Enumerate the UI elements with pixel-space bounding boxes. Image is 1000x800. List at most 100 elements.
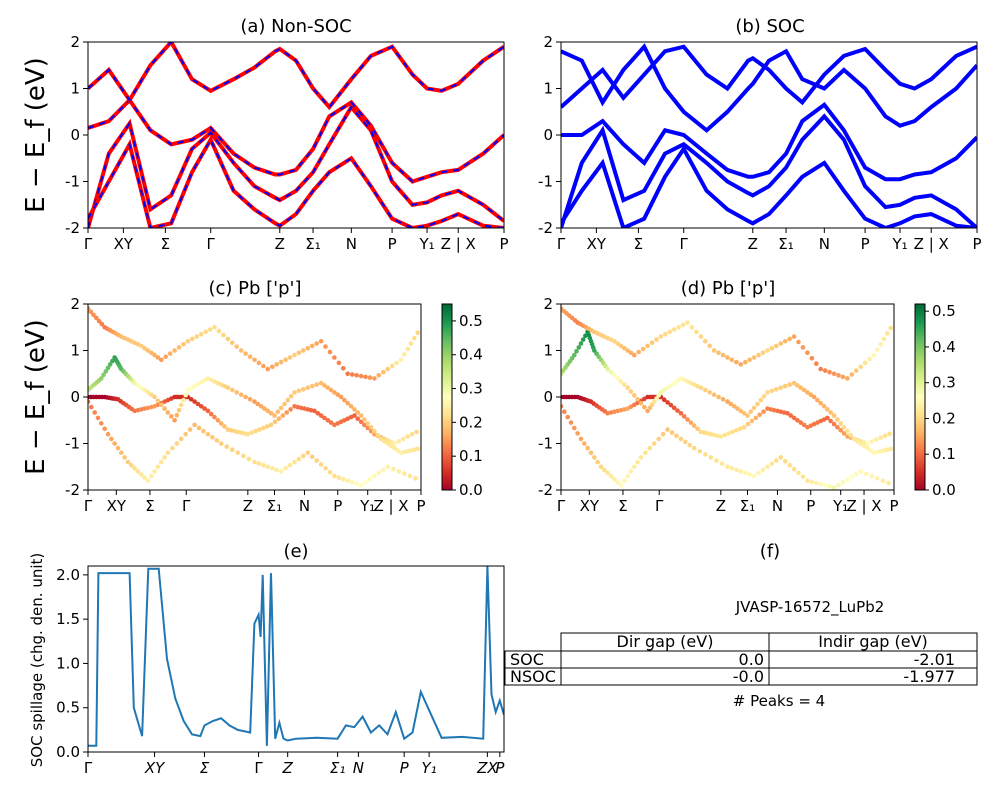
projection-point	[368, 424, 374, 430]
projection-point	[88, 306, 91, 311]
projection-point	[245, 431, 251, 437]
projection-point	[394, 360, 399, 366]
projection-point	[760, 350, 766, 356]
projection-point	[341, 366, 346, 371]
projection-point	[575, 431, 580, 436]
projection-point	[149, 392, 154, 398]
projection-point	[568, 420, 574, 425]
projection-point	[345, 478, 351, 484]
projection-point	[407, 473, 413, 479]
projection-point	[185, 338, 191, 344]
xtick-label: Σ	[200, 759, 210, 777]
panel-c-ylabel: E − E_f (eV)	[21, 319, 51, 475]
projection-point	[748, 409, 754, 415]
projection-point	[230, 387, 235, 393]
projection-point	[658, 390, 664, 395]
projection-point	[190, 336, 195, 342]
projection-point	[159, 402, 164, 408]
projection-point	[91, 312, 96, 318]
projection-point	[183, 392, 188, 398]
xtick-label: P	[861, 235, 870, 253]
projection-point	[367, 375, 373, 380]
projection-point	[139, 472, 144, 477]
projection-point	[851, 436, 857, 442]
projection-point	[296, 388, 302, 394]
projection-point	[697, 449, 703, 454]
projection-point	[671, 327, 677, 332]
projection-point	[811, 394, 817, 400]
table-cell-nsoc-dir: -0.0	[733, 667, 764, 686]
projection-point	[791, 334, 797, 339]
xtick-label: Z	[243, 497, 253, 515]
projection-point	[836, 482, 841, 488]
table-header-dir: Dir gap (eV)	[617, 632, 714, 651]
projection-point	[247, 354, 253, 360]
table-cell-soc-indir: -2.01	[914, 650, 955, 669]
xtick-label: Y₁	[832, 497, 848, 515]
xtick-label: Y₁	[891, 235, 907, 253]
projection-point	[608, 473, 614, 479]
projection-point	[99, 321, 105, 327]
projection-point	[265, 366, 271, 372]
projection-point	[198, 404, 204, 409]
projection-point	[170, 445, 175, 451]
panel-c: (c) Pb ['p'] E − E_f (eV) -2 -1 0 1 2 Γ XY Σ Γ Z Σ…	[21, 278, 483, 515]
projection-point	[270, 466, 275, 471]
projection-point	[865, 441, 870, 446]
projection-point	[312, 408, 317, 414]
projection-point	[145, 478, 151, 484]
xtick-label: ZX	[476, 759, 498, 777]
projection-point	[205, 431, 211, 437]
projection-point	[862, 360, 868, 366]
projection-point	[628, 404, 634, 410]
projection-point	[753, 415, 759, 421]
projection-point	[396, 438, 402, 444]
projection-point	[632, 352, 637, 358]
table-cell-soc-dir: 0.0	[739, 650, 764, 669]
projection-point	[561, 404, 564, 409]
xtick-label: Z	[282, 759, 294, 777]
projection-point	[809, 479, 815, 485]
panel-a-ylabel: E − E_f (eV)	[21, 57, 51, 213]
projection-point	[292, 459, 297, 465]
xtick-label: P	[806, 497, 815, 515]
projection-point	[241, 453, 246, 459]
panel-d-plot: -2 -1 0 1 2 Γ XY Σ Γ Z Σ₁ N P Y₁Z | X P	[538, 295, 898, 515]
spillage-line	[88, 566, 504, 747]
projection-point	[628, 469, 634, 474]
xtick-label: Γ	[254, 759, 263, 777]
xtick-label: Y₁	[359, 497, 375, 515]
projection-point	[155, 355, 161, 360]
projection-point	[318, 380, 324, 386]
projection-point	[296, 456, 302, 462]
ytick-label: 2	[70, 295, 80, 313]
projection-point	[741, 424, 747, 430]
projection-point	[881, 336, 887, 342]
projection-point	[835, 424, 840, 430]
projection-point	[685, 320, 690, 325]
projection-point	[358, 413, 364, 418]
projection-point	[318, 338, 324, 344]
panel-c-title: (c) Pb ['p']	[208, 278, 301, 299]
projection-point	[841, 431, 847, 436]
ytick-label: 0.5	[56, 699, 80, 717]
projection-point	[738, 426, 743, 432]
projection-point	[109, 436, 114, 442]
projection-point	[225, 385, 231, 391]
projection-point	[257, 427, 262, 432]
projection-point	[188, 385, 194, 391]
panel-a: (a) Non-SOC E − E_f (eV) -2 -1 0 1 2 Γ XY Σ Γ Z Σ₁…	[21, 16, 509, 253]
projection-point	[385, 366, 391, 372]
projection-point	[288, 407, 293, 412]
projection-point	[389, 363, 395, 369]
projection-point	[265, 424, 270, 429]
projection-point	[858, 441, 863, 446]
projection-point	[622, 382, 627, 387]
projection-point	[605, 470, 610, 476]
projection-point	[825, 407, 830, 412]
projection-point	[252, 399, 257, 404]
projection-point	[238, 348, 244, 353]
projection-point	[243, 394, 248, 400]
projection-point	[405, 434, 411, 439]
projection-point	[405, 346, 411, 352]
